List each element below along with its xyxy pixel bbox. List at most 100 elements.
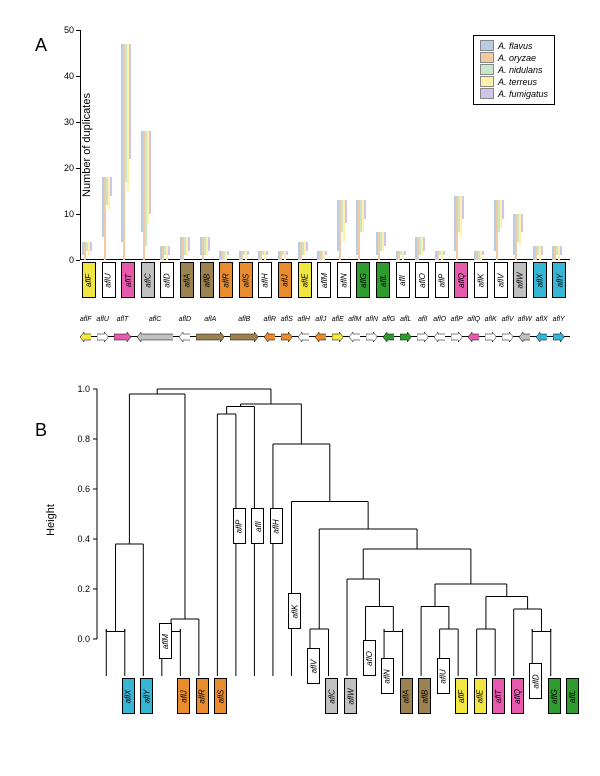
gene-label-box: aflG <box>356 262 370 298</box>
dendro-leaf-label: aflB <box>420 689 429 703</box>
bar <box>266 251 268 256</box>
gene-label-text: aflD <box>163 273 172 287</box>
dendro-leaf-label: aflN <box>383 669 392 683</box>
dendro-leaf-box: aflJ <box>177 678 190 714</box>
bar-group <box>337 200 347 260</box>
gene-label-box: aflS <box>239 262 253 298</box>
gene-arrow-label: aflJ <box>315 316 326 323</box>
gene-label-text: aflG <box>359 273 368 288</box>
dendro-leaf-label: aflW <box>346 688 355 704</box>
gene-label-box: aflL <box>376 262 390 298</box>
gene-label-box: aflY <box>552 262 566 298</box>
bar-group <box>239 251 249 260</box>
gene-arrow <box>332 332 343 342</box>
gene-label-text: aflT <box>124 273 133 286</box>
dendro-leaf-label: aflP <box>235 519 244 533</box>
gene-arrow <box>298 332 309 342</box>
dendro-leaf-label: aflK <box>290 604 299 618</box>
gene-label-text: aflQ <box>457 273 466 288</box>
gene-arrow <box>502 332 513 342</box>
gene-label-box: aflJ <box>278 262 292 298</box>
gene-arrow <box>451 332 462 342</box>
bar <box>384 232 386 246</box>
dendrogram: Height 0.00.20.40.60.81.0 aflXaflYaflMaf… <box>75 384 570 724</box>
bar-group <box>200 237 210 260</box>
dendro-leaf-box: aflA <box>400 678 413 714</box>
bar <box>325 251 327 256</box>
dendro-leaf-label: aflT <box>494 689 503 702</box>
gene-arrow <box>417 332 428 342</box>
dendro-y-label: Height <box>45 504 57 536</box>
gene-label-text: aflE <box>300 273 309 287</box>
dendro-leaf-box: aflT <box>492 678 505 714</box>
dendro-leaf-label: aflF <box>457 689 466 702</box>
dendro-leaf-label: aflS <box>216 689 225 703</box>
gene-arrow-label: aflS <box>281 316 293 323</box>
gene-arrow-label: aflE <box>332 316 344 323</box>
dendro-leaf-box: aflS <box>214 678 227 714</box>
gene-arrow <box>230 332 258 342</box>
bar <box>247 251 249 256</box>
bar <box>168 246 170 255</box>
gene-label-text: aflS <box>241 273 250 287</box>
dendro-leaf-label: aflH <box>272 519 281 533</box>
bar-group <box>376 232 386 260</box>
gene-label-text: aflW <box>516 272 525 288</box>
y-tick <box>76 122 80 123</box>
gene-label-text: aflP <box>437 273 446 287</box>
y-tick-label: 30 <box>56 117 74 127</box>
gene-arrow-label: aflY <box>553 316 565 323</box>
legend-swatch <box>480 88 494 99</box>
dendro-leaf-label: aflE <box>476 689 485 703</box>
gene-label-text: aflJ <box>281 274 290 286</box>
bar-group <box>552 246 562 260</box>
dendro-leaf-box: aflP <box>233 508 246 544</box>
gene-label-row: aflFaflUaflTaflCaflDaflAaflBaflRaflSaflH… <box>80 260 570 302</box>
bar <box>404 251 406 256</box>
gene-arrow <box>349 332 360 342</box>
bar-group <box>160 246 170 260</box>
gene-arrow <box>264 332 275 342</box>
legend-swatch <box>480 52 494 63</box>
legend-label: A. nidulans <box>498 65 543 75</box>
gene-arrow <box>179 332 190 342</box>
gene-label-box: aflX <box>533 262 547 298</box>
dendro-leaf-box: aflB <box>418 678 431 714</box>
bar-group <box>219 251 229 260</box>
legend-item: A. oryzae <box>480 52 548 63</box>
dendro-leaf-label: aflX <box>124 689 133 703</box>
legend-label: A. fumigatus <box>498 89 548 99</box>
bar <box>560 246 562 255</box>
dendro-leaf-box: aflW <box>344 678 357 714</box>
dendro-tick-label: 1.0 <box>70 384 90 394</box>
gene-label-box: aflI <box>396 262 410 298</box>
gene-arrow-label: aflR <box>264 316 276 323</box>
gene-arrow-label: aflN <box>365 316 377 323</box>
dendro-leaf-box: aflU <box>437 658 450 694</box>
gene-arrow <box>97 332 108 342</box>
gene-arrow <box>400 332 411 342</box>
gene-arrow <box>80 332 91 342</box>
gene-arrow-label: aflQ <box>467 316 480 323</box>
gene-arrow <box>196 332 224 342</box>
gene-arrow <box>315 332 326 342</box>
bar <box>208 237 210 251</box>
gene-arrow-label: aflB <box>238 316 250 323</box>
gene-arrow-label: aflX <box>536 316 548 323</box>
figure: A Number of duplicates 01020304050 A. fl… <box>20 30 580 724</box>
y-tick <box>76 30 80 31</box>
gene-arrow-diagram: aflFaflUaflTaflCaflDaflAaflBaflRaflSaflH… <box>80 314 570 359</box>
dendro-leaf-label: aflM <box>161 633 170 648</box>
gene-arrow-label: aflK <box>485 316 497 323</box>
bar <box>364 200 366 218</box>
legend-swatch <box>480 64 494 75</box>
dendro-leaf-box: aflI <box>251 508 264 544</box>
bar <box>502 200 504 218</box>
dendro-leaf-box: aflE <box>474 678 487 714</box>
gene-label-box: aflO <box>415 262 429 298</box>
gene-label-text: aflC <box>143 273 152 287</box>
legend-item: A. flavus <box>480 40 548 51</box>
gene-arrow-label: aflG <box>382 316 395 323</box>
gene-arrow-label: aflF <box>80 316 92 323</box>
gene-arrow <box>383 332 394 342</box>
